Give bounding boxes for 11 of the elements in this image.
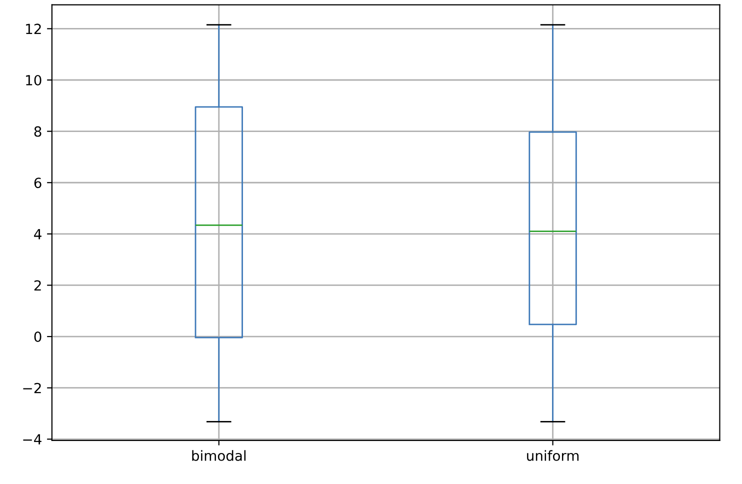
- x-tick-label: bimodal: [192, 450, 246, 461]
- y-tick-label: −4: [23, 434, 42, 444]
- y-tick-label: −2: [23, 382, 41, 394]
- y-tick-label: 6: [34, 178, 42, 188]
- y-tick-label: 4: [34, 229, 42, 240]
- y-tick-label: 0: [34, 332, 42, 342]
- y-tick-label: 12: [26, 24, 41, 34]
- y-tick-label: 10: [26, 74, 42, 86]
- y-tick-label: 2: [34, 280, 41, 291]
- x-tick-label: uniform: [527, 450, 579, 461]
- y-tick-label: 8: [34, 126, 42, 137]
